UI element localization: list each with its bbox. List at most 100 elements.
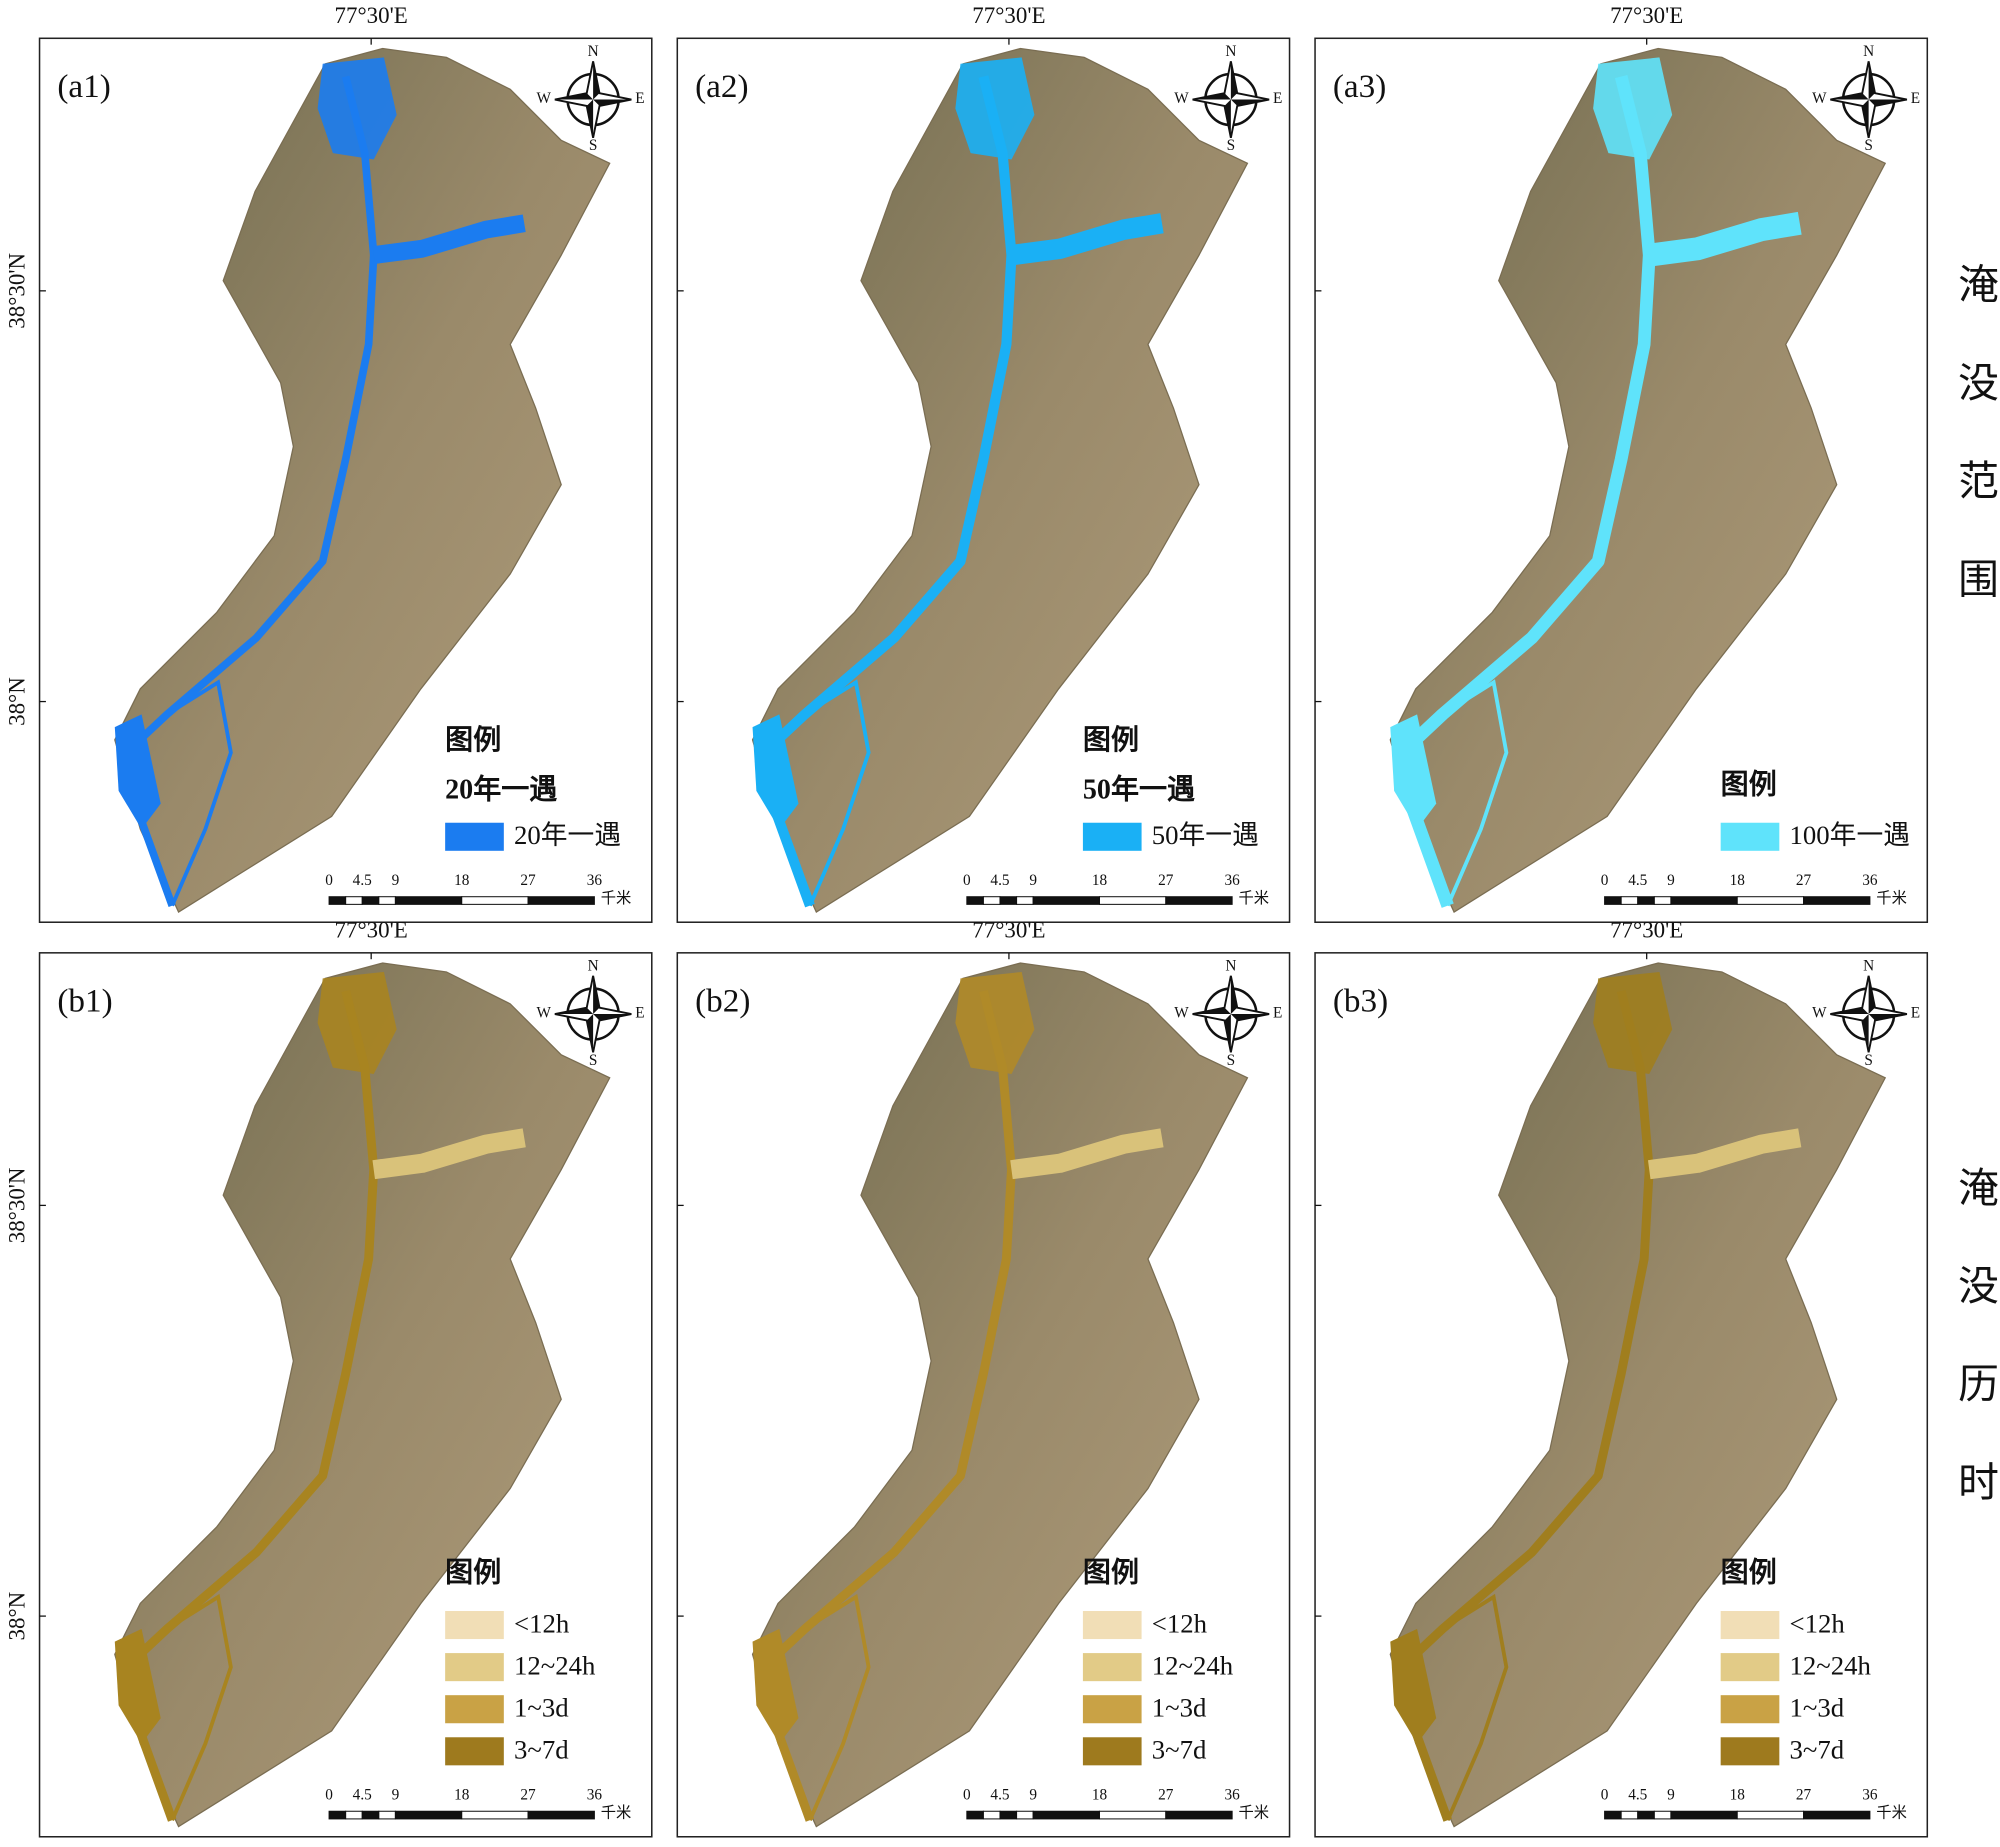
legend-swatch <box>445 1737 504 1766</box>
legend-title: 图例 <box>1083 724 1139 756</box>
satellite-base <box>114 962 611 1828</box>
satellite-base <box>1389 47 1887 913</box>
compass-letter: N <box>1225 43 1236 60</box>
flood-loop <box>1441 679 1509 907</box>
panel-label: (b1) <box>57 982 112 1019</box>
scale-segment <box>1098 1810 1167 1820</box>
legend-label: 1~3d <box>514 1693 569 1723</box>
scale-segment <box>1637 1810 1655 1820</box>
compass-letter: E <box>1273 90 1282 107</box>
compass-star-fill <box>1830 61 1907 138</box>
scale-unit: 千米 <box>1876 890 1907 907</box>
legend-title: 图例 <box>1721 1557 1777 1589</box>
legend-swatch <box>1082 1611 1142 1640</box>
flood-loop <box>803 679 871 907</box>
legend-label: 3~7d <box>514 1735 569 1765</box>
scale-tick-label: 36 <box>1224 1786 1240 1803</box>
map-panel: (b2) N S E W 图例 <12h 12~24h 1~3d 3~7d 0 4.5 9 18 27 36千… <box>676 952 1291 1838</box>
flood-loop <box>1441 1593 1509 1821</box>
flood-loop <box>166 1593 233 1821</box>
scale-tick-label: 9 <box>1029 872 1037 889</box>
compass-star-fill <box>554 61 632 138</box>
legend-swatch <box>1720 1695 1780 1724</box>
legend-label: 12~24h <box>1790 1651 1872 1681</box>
compass-letter: S <box>1227 137 1236 154</box>
scale-segment <box>1165 1810 1233 1820</box>
scale-segment <box>1670 896 1738 905</box>
longitude-label: 77°30'E <box>972 918 1045 943</box>
scale-tick-label: 0 <box>325 1786 333 1803</box>
scale-tick-label: 9 <box>1667 1786 1675 1803</box>
legend-swatch <box>1720 1611 1780 1640</box>
satellite-base <box>1389 962 1887 1828</box>
legend-label: 12~24h <box>1152 1651 1234 1681</box>
scale-unit: 千米 <box>1239 1804 1270 1821</box>
panel-label: (a2) <box>695 68 748 105</box>
scale-tick-label: 0 <box>963 1786 971 1803</box>
scale-segment <box>461 1810 529 1820</box>
latitude-label: 38°N <box>4 1591 29 1640</box>
scale-tick-label: 36 <box>587 1786 603 1803</box>
scale-tick-label: 18 <box>1730 1786 1746 1803</box>
compass-letter: W <box>1174 1005 1189 1022</box>
scale-segment <box>982 896 1001 905</box>
compass-letter: W <box>1812 1005 1827 1022</box>
legend-swatch <box>1082 822 1142 851</box>
flood-loop <box>803 1593 871 1821</box>
flood-delta <box>114 714 161 830</box>
legend-title: 图例 <box>1083 1557 1139 1589</box>
compass-letter: E <box>1911 1005 1920 1022</box>
scale-segment <box>394 1810 463 1820</box>
scale-tick-label: 36 <box>587 872 603 889</box>
scale-segment <box>1604 1810 1622 1820</box>
scale-segment <box>461 896 529 905</box>
scale-tick-label: 27 <box>1796 872 1812 889</box>
flood-delta <box>752 714 799 830</box>
scale-unit: 千米 <box>1239 890 1270 907</box>
scale-unit: 千米 <box>601 890 632 907</box>
legend-title: 图例 <box>445 1557 501 1589</box>
compass-letter: E <box>1273 1005 1282 1022</box>
legend-label: 1~3d <box>1152 1693 1207 1723</box>
compass-letter: E <box>1911 90 1920 107</box>
scale-segment <box>1803 896 1871 905</box>
scale-tick-label: 36 <box>1862 1786 1878 1803</box>
scale-segment <box>527 1810 595 1820</box>
compass-letter: E <box>635 90 644 107</box>
scale-segment <box>1736 896 1805 905</box>
scale-segment <box>394 896 463 905</box>
scale-tick-label: 0 <box>1601 1786 1609 1803</box>
scale-segment <box>1098 896 1167 905</box>
scale-tick-label: 18 <box>1092 872 1108 889</box>
scale-tick-label: 18 <box>1092 1786 1108 1803</box>
legend-label: <12h <box>1152 1608 1208 1638</box>
legend-swatch <box>1082 1737 1142 1766</box>
compass-letter: W <box>537 90 552 107</box>
scale-tick-label: 36 <box>1862 872 1878 889</box>
scale-tick-label: 27 <box>520 1786 536 1803</box>
scale-unit: 千米 <box>1876 1804 1907 1821</box>
panel-label: (b3) <box>1333 982 1388 1019</box>
scale-tick-label: 0 <box>325 872 333 889</box>
panel-label: (b2) <box>695 982 750 1019</box>
scale-segment <box>378 1810 396 1820</box>
scale-segment <box>328 896 347 905</box>
scale-tick-label: 4.5 <box>353 872 372 889</box>
legend-label: <12h <box>514 1608 570 1638</box>
scale-tick-label: 9 <box>1029 1786 1037 1803</box>
scale-tick-label: 4.5 <box>990 872 1009 889</box>
scale-segment <box>1803 1810 1871 1820</box>
scale-tick-label: 4.5 <box>1628 1786 1647 1803</box>
scale-segment <box>1653 1810 1672 1820</box>
legend-label: 12~24h <box>514 1651 596 1681</box>
compass-letter: W <box>1812 90 1827 107</box>
scale-segment <box>345 1810 363 1820</box>
compass-letter: S <box>589 137 598 154</box>
scale-tick-label: 4.5 <box>353 1786 372 1803</box>
legend-label: 20年一遇 <box>514 820 621 850</box>
panel-label: (a3) <box>1333 68 1386 105</box>
compass-star <box>554 61 632 138</box>
legend-swatch <box>445 1695 504 1724</box>
